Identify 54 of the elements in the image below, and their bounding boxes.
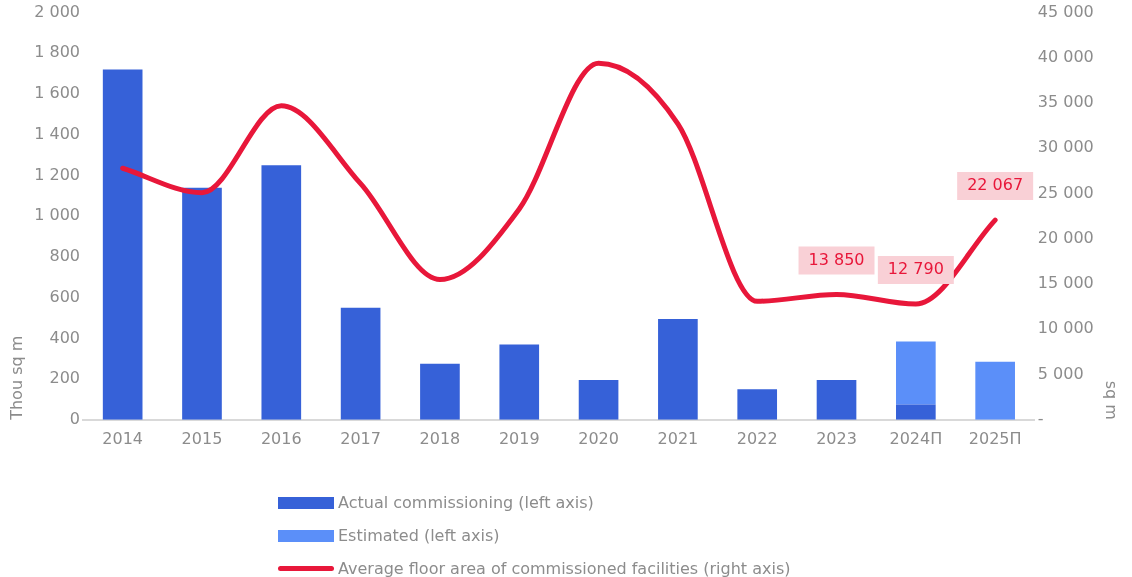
y-tick-label: 400 (49, 327, 80, 347)
y2-tick-label: 45 000 (1037, 1, 1094, 21)
y2-tick-label: 15 000 (1037, 273, 1094, 293)
bar (420, 363, 460, 420)
y2-tick-label: 40 000 (1037, 47, 1094, 66)
bar (578, 380, 619, 420)
y-tick-label: 1 800 (34, 42, 80, 62)
bar (896, 341, 936, 405)
bar (261, 165, 302, 420)
x-tick-label: 2018 (419, 428, 461, 448)
bar (816, 380, 857, 420)
legend-label: Estimated (left axis) (338, 526, 500, 545)
bar (182, 187, 222, 420)
x-tick-label: 2015 (181, 428, 223, 448)
legend-label: Average floor area of commissioned facilities (right axis) (338, 559, 791, 577)
x-tick-label: 2022 (736, 428, 778, 448)
x-tick-label: 2017 (340, 428, 381, 448)
bar (896, 404, 936, 420)
y2-tick-label: 35 000 (1037, 92, 1094, 112)
y-tick-label: 1 400 (34, 123, 80, 143)
data-label: 13 850 (808, 249, 865, 269)
data-label: 12 790 (887, 259, 944, 279)
x-tick-label: 2021 (657, 428, 699, 448)
y2-tick-label: 30 000 (1037, 137, 1094, 157)
bar (737, 389, 778, 420)
x-tick-label: 2014 (102, 428, 144, 448)
data-label: 22 067 (967, 175, 1024, 195)
y-tick-label: 200 (49, 368, 80, 388)
y2-axis-title: sq m (1102, 380, 1122, 420)
y2-tick-label: 20 000 (1037, 227, 1094, 247)
y-axis-title: Thou sq m (6, 335, 26, 421)
bar (499, 344, 540, 420)
y-tick-label: 1 600 (34, 83, 80, 103)
x-tick-label: 2025П (968, 428, 1022, 448)
y2-tick-label: - (1037, 408, 1044, 428)
x-tick-label: 2016 (260, 428, 302, 448)
y2-tick-label: 10 000 (1037, 318, 1094, 338)
y2-tick-label: 25 000 (1037, 182, 1094, 202)
y-tick-label: 1 000 (34, 205, 80, 225)
x-tick-label: 2020 (578, 428, 619, 448)
bar (340, 307, 381, 420)
y-tick-label: 0 (69, 408, 80, 428)
y-tick-label: 2 000 (34, 1, 80, 21)
y2-tick-label: 5 000 (1037, 363, 1084, 383)
y-tick-label: 600 (49, 286, 80, 306)
bar (975, 361, 1015, 420)
x-tick-label: 2024П (889, 428, 943, 448)
y-tick-label: 1 200 (34, 164, 80, 184)
bar (658, 319, 698, 420)
y-tick-label: 800 (49, 246, 80, 266)
bar (102, 69, 143, 420)
x-tick-label: 2023 (816, 428, 857, 448)
legend-label: Actual commissioning (left axis) (338, 493, 594, 512)
x-tick-label: 2019 (498, 428, 540, 448)
